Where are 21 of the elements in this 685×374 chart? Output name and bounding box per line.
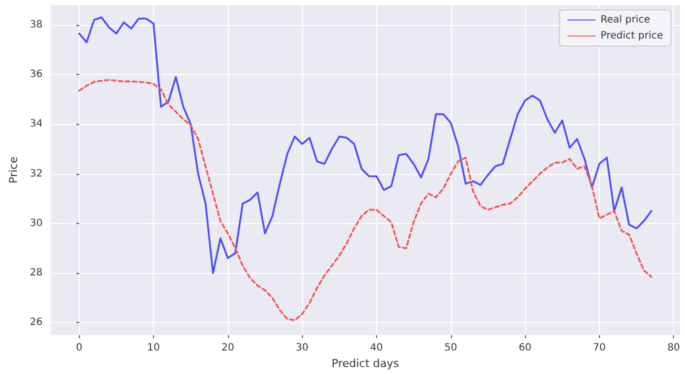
y-tick-label: 38 bbox=[30, 19, 43, 30]
x-axis-title: Predict days bbox=[332, 357, 400, 370]
y-tick-label: 32 bbox=[30, 168, 43, 180]
x-tick-label: 60 bbox=[518, 342, 532, 354]
y-tick-label: 28 bbox=[30, 268, 43, 279]
y-tick-label: 36 bbox=[30, 68, 43, 80]
x-tick-label: 70 bbox=[593, 342, 606, 354]
x-tick-label: 50 bbox=[444, 342, 458, 354]
x-tick-label: 20 bbox=[221, 342, 234, 354]
x-tick-label: 0 bbox=[76, 342, 82, 354]
line-series bbox=[78, 79, 652, 322]
y-tick-label: 34 bbox=[30, 118, 43, 130]
legend-label: Predict price bbox=[600, 30, 664, 42]
y-axis-title: Price bbox=[7, 156, 20, 184]
x-tick-label: 40 bbox=[370, 342, 383, 354]
legend-label: Real price bbox=[600, 14, 650, 26]
x-tick-label: 30 bbox=[296, 342, 309, 354]
x-tick-label: 10 bbox=[147, 342, 160, 354]
y-tick-label: 26 bbox=[30, 317, 43, 328]
x-tick-label: 80 bbox=[667, 342, 680, 354]
y-tick-label: 30 bbox=[30, 218, 43, 229]
